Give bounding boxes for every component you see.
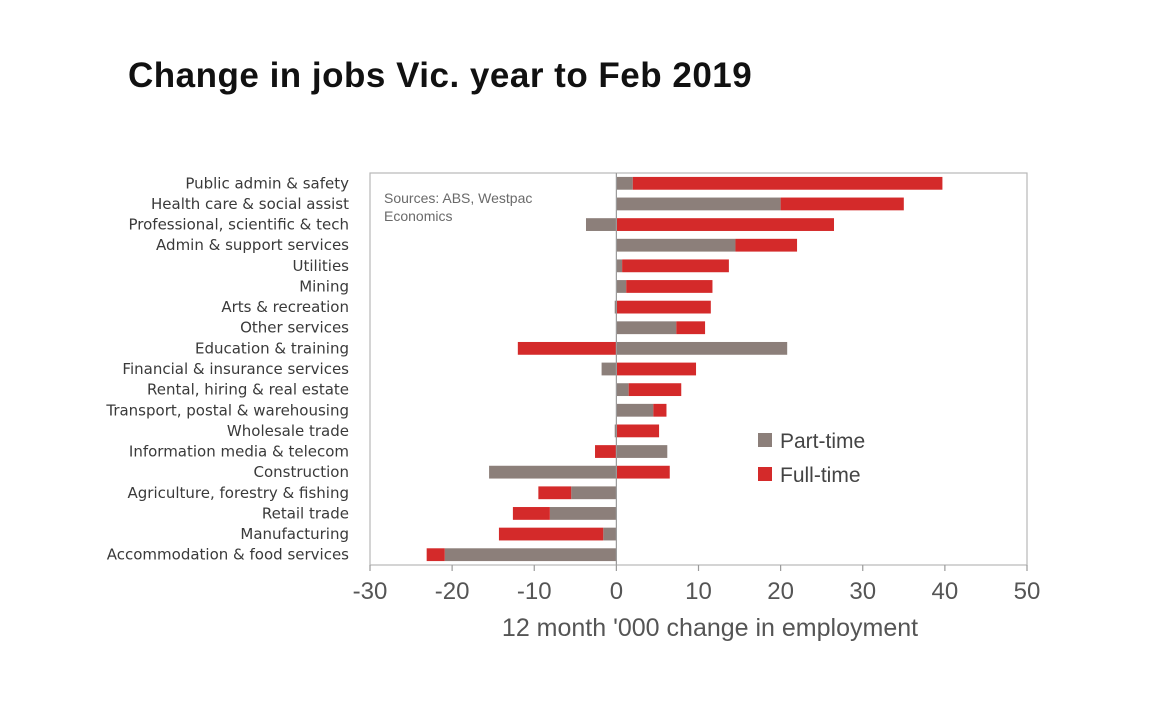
category-label: Wholesale trade (227, 422, 349, 440)
bar-part-time-15 (571, 486, 617, 500)
category-label: Manufacturing (240, 525, 349, 543)
bar-full-time-10 (628, 383, 682, 397)
category-label: Information media & telecom (129, 443, 349, 461)
chart-title: Change in jobs Vic. year to Feb 2019 (128, 56, 753, 95)
bar-full-time-18 (426, 548, 445, 562)
category-label: Mining (299, 277, 349, 295)
x-tick-label: -20 (435, 578, 470, 605)
bar-full-time-1 (780, 197, 904, 211)
category-label: Admin & support services (156, 236, 349, 254)
x-tick-label: 30 (849, 578, 876, 605)
bar-full-time-8 (517, 341, 617, 355)
bar-part-time-6 (614, 300, 617, 314)
category-label: Financial & insurance services (122, 360, 349, 378)
category-label: Professional, scientific & tech (129, 216, 350, 234)
bar-part-time-11 (616, 403, 654, 417)
bar-full-time-13 (595, 445, 617, 458)
legend-swatch-full-time (758, 467, 772, 481)
bar-full-time-6 (616, 300, 711, 314)
bar-part-time-7 (616, 321, 677, 335)
category-label: Construction (253, 463, 349, 481)
plot-frame (369, 172, 1028, 566)
legend-label-part-time: Part-time (780, 430, 865, 453)
x-tick-label: 0 (610, 578, 623, 605)
x-tick-label: 20 (767, 578, 794, 605)
legend-swatch-part-time (758, 433, 772, 447)
category-label: Rental, hiring & real estate (147, 381, 349, 399)
source-note-line-1: Sources: ABS, Westpac (384, 190, 532, 206)
bar-part-time-10 (616, 383, 629, 397)
x-tick-label: 10 (685, 578, 712, 605)
legend-label-full-time: Full-time (780, 464, 861, 487)
bar-part-time-0 (616, 176, 633, 190)
category-label: Accommodation & food services (107, 546, 349, 564)
bar-part-time-16 (549, 507, 617, 520)
category-label: Utilities (293, 257, 350, 275)
bar-full-time-3 (735, 238, 798, 252)
bar-full-time-5 (626, 280, 713, 293)
bar-part-time-1 (616, 197, 781, 211)
bar-full-time-7 (676, 321, 706, 335)
bar-full-time-11 (653, 403, 667, 417)
x-tick-label: -10 (517, 578, 552, 605)
bar-part-time-2 (585, 218, 617, 231)
bar-part-time-4 (616, 259, 623, 273)
category-label: Transport, postal & warehousing (105, 401, 349, 419)
bar-part-time-9 (601, 362, 617, 376)
category-label: Agriculture, forestry & fishing (128, 484, 350, 502)
bar-part-time-3 (616, 238, 736, 252)
x-tick-label: 40 (932, 578, 959, 605)
bar-full-time-2 (616, 218, 835, 231)
bar-full-time-0 (632, 176, 943, 190)
x-axis-title: 12 month '000 change in employment (502, 614, 918, 642)
bar-part-time-8 (616, 341, 788, 355)
bar-full-time-12 (616, 424, 660, 438)
category-label: Other services (240, 319, 349, 337)
source-note-line-2: Economics (384, 208, 452, 224)
plot-area: Public admin & safety Health care & socia… (105, 172, 1041, 605)
category-label: Public admin & safety (185, 174, 349, 192)
bar-full-time-9 (616, 362, 697, 376)
bar-full-time-16 (512, 507, 550, 520)
bar-full-time-4 (622, 259, 729, 273)
x-tick-label: 50 (1014, 578, 1041, 605)
category-label: Education & training (195, 339, 349, 357)
bar-part-time-5 (616, 280, 627, 293)
category-label: Arts & recreation (221, 298, 349, 316)
x-tick-label: -30 (353, 578, 388, 605)
category-label: Retail trade (262, 504, 349, 522)
bar-part-time-12 (614, 424, 617, 438)
bar-part-time-13 (616, 445, 668, 458)
bar-full-time-14 (616, 465, 670, 479)
bar-part-time-14 (489, 465, 617, 479)
bar-full-time-17 (498, 527, 604, 541)
category-label: Health care & social assist (151, 195, 349, 213)
legend: Part-time Full-time (758, 430, 865, 487)
bar-full-time-15 (538, 486, 572, 500)
bar-part-time-18 (444, 548, 617, 562)
bar-part-time-17 (603, 527, 617, 541)
